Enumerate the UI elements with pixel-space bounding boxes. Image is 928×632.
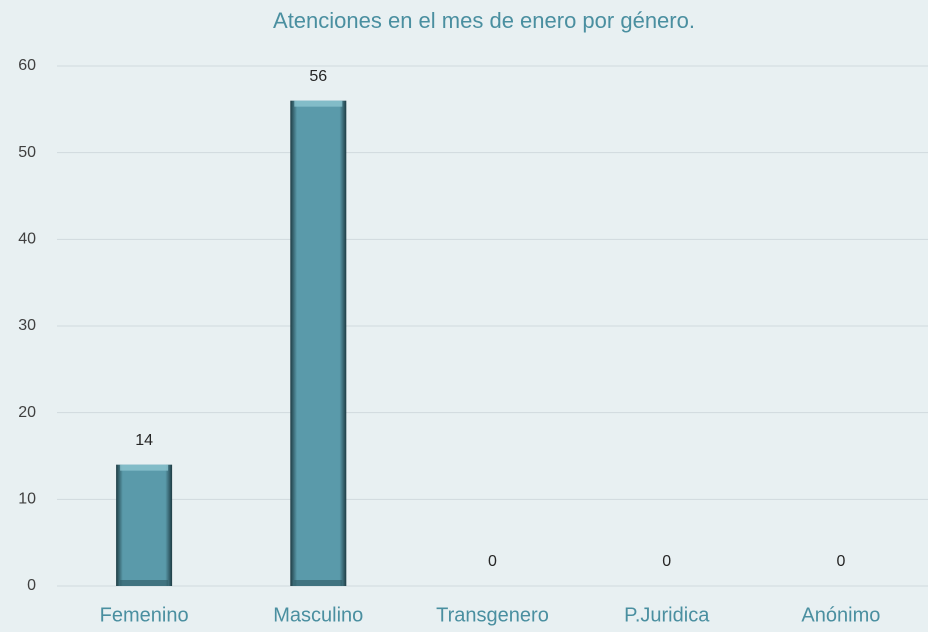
data-label: 0 <box>836 553 845 570</box>
bar-bevel <box>120 464 169 471</box>
bar-bevel <box>294 100 343 107</box>
y-tick-label: 40 <box>18 231 36 248</box>
bar-bevel <box>294 580 343 586</box>
bar <box>290 100 347 587</box>
y-tick-label: 0 <box>27 577 36 594</box>
x-tick-label: P.Juridica <box>624 604 710 626</box>
chart-title: Atenciones en el mes de enero por género… <box>273 8 695 33</box>
bar-bevel <box>120 580 169 586</box>
data-label: 56 <box>309 68 327 85</box>
x-tick-label: Masculino <box>273 604 363 626</box>
x-tick-label: Transgenero <box>436 604 549 626</box>
x-tick-label: Anónimo <box>801 604 880 626</box>
y-tick-label: 10 <box>18 491 36 508</box>
bar <box>116 464 173 586</box>
data-label: 0 <box>488 553 497 570</box>
data-label: 14 <box>135 432 153 449</box>
y-tick-label: 50 <box>18 144 36 161</box>
y-tick-label: 60 <box>18 57 36 74</box>
x-tick-label: Femenino <box>100 604 189 626</box>
y-tick-label: 30 <box>18 317 36 334</box>
data-label: 0 <box>662 553 671 570</box>
y-tick-label: 20 <box>18 404 36 421</box>
